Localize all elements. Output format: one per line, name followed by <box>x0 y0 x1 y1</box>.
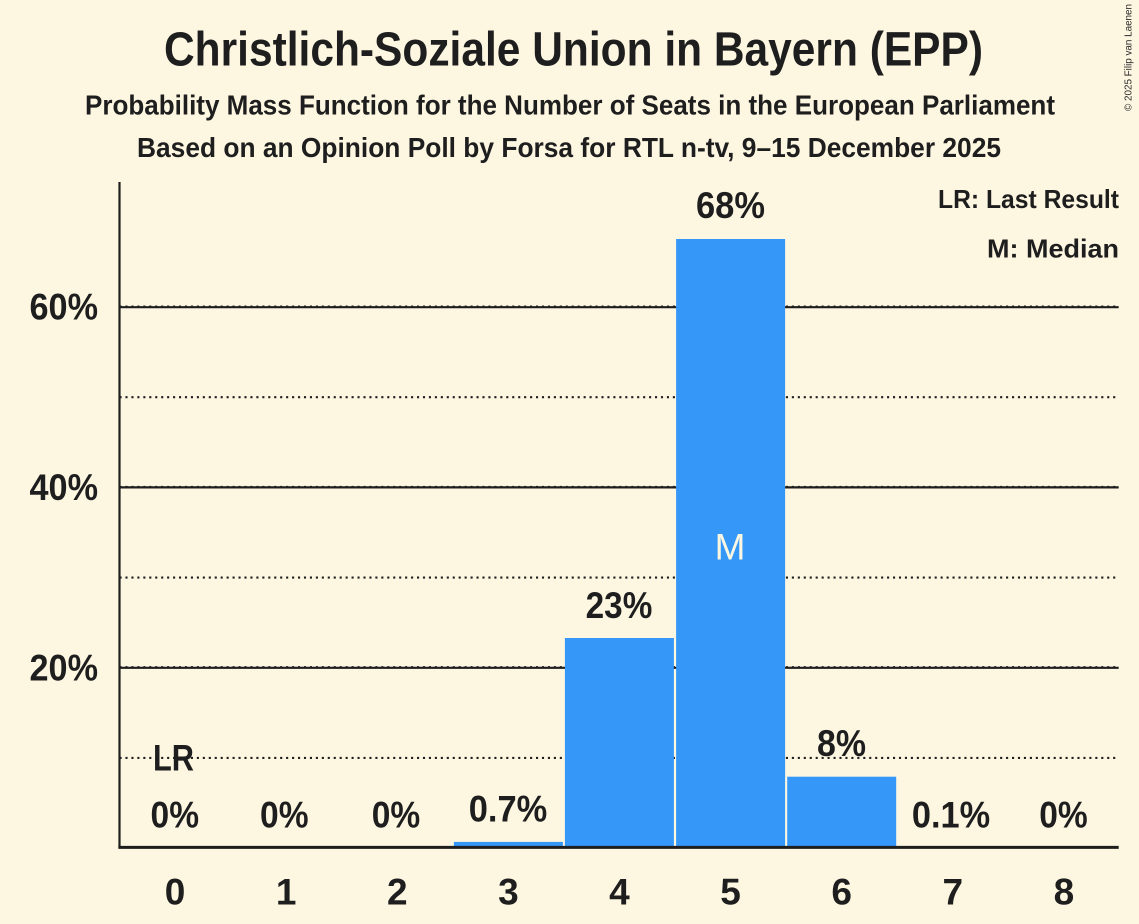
svg-text:4: 4 <box>609 872 630 913</box>
svg-text:20%: 20% <box>30 647 99 688</box>
svg-text:0%: 0% <box>372 795 421 836</box>
svg-text:0.1%: 0.1% <box>912 795 990 836</box>
svg-text:0.7%: 0.7% <box>469 789 548 830</box>
svg-text:3: 3 <box>498 872 519 913</box>
svg-text:2: 2 <box>387 872 408 913</box>
svg-text:68%: 68% <box>696 185 765 226</box>
svg-text:© 2025 Filip van Laenen: © 2025 Filip van Laenen <box>1123 4 1135 111</box>
svg-text:0%: 0% <box>151 795 200 836</box>
svg-text:23%: 23% <box>586 585 653 626</box>
svg-text:Christlich-Soziale Union in Ba: Christlich-Soziale Union in Bayern (EPP) <box>164 24 983 77</box>
svg-text:Probability Mass Function for: Probability Mass Function for the Number… <box>85 90 1055 121</box>
svg-text:8%: 8% <box>817 723 866 764</box>
svg-text:6: 6 <box>831 872 852 913</box>
svg-text:M: M <box>715 526 746 567</box>
svg-text:0: 0 <box>165 872 186 913</box>
svg-text:60%: 60% <box>30 287 99 328</box>
svg-text:Based on an Opinion Poll by Fo: Based on an Opinion Poll by Forsa for RT… <box>137 132 1001 163</box>
svg-text:LR: Last Result: LR: Last Result <box>938 184 1119 214</box>
svg-text:M: Median: M: Median <box>987 234 1119 264</box>
svg-text:LR: LR <box>153 738 194 779</box>
svg-text:5: 5 <box>720 872 741 913</box>
svg-text:8: 8 <box>1054 872 1075 913</box>
svg-text:0%: 0% <box>260 795 309 836</box>
svg-text:0%: 0% <box>1039 795 1088 836</box>
svg-text:7: 7 <box>943 872 964 913</box>
svg-text:40%: 40% <box>30 467 99 508</box>
svg-text:1: 1 <box>276 872 297 913</box>
